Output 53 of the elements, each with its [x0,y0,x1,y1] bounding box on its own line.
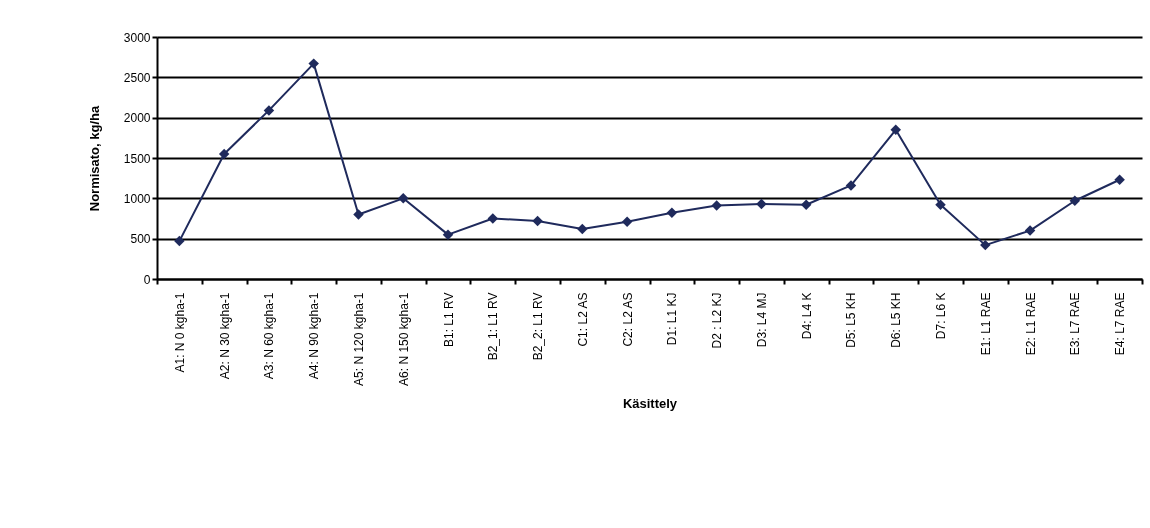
point [218,148,230,160]
x-tick-label: D2 : L2 KJ [710,292,725,349]
x-tick-label: B2_1: L1 RV [486,292,501,361]
x-tick-label: D3: L4 MJ [754,292,769,348]
y-tick-label: 1500 [123,151,151,166]
point [666,207,678,219]
y-tick-label: 3000 [123,30,151,45]
x-tick-label: D4: L4 K [799,292,814,340]
x-axis-title: Käsittely [622,395,678,411]
y-tick-label: 2000 [123,111,151,126]
point [263,105,275,116]
y-tick-label: 2500 [123,70,151,85]
y-tick-label: 0 [143,272,151,287]
point [308,58,319,69]
point [980,239,991,251]
x-tick-label: C2: L2 AS [620,292,635,347]
x-tick-label: D7: L6 K [934,292,949,340]
point [711,200,722,211]
x-tick-label: E1: L1 RAE [978,292,993,356]
x-tick-label: A4: N 90 kgha-1 [307,292,322,380]
point [442,229,454,240]
y-tick-label: 500 [130,232,151,247]
point [353,209,364,220]
point [621,216,633,227]
point [800,199,812,211]
x-tick-label: B2_2: L1 RV [531,292,546,361]
point [890,124,901,136]
point [935,199,946,211]
x-tick-label: E2: L1 RAE [1023,292,1038,356]
y-tick-label: 1000 [123,191,151,206]
x-tick-label: E4: L7 RAE [1113,292,1128,356]
x-tick-label: A5: N 120 kgha-1 [351,292,366,386]
x-tick-label: E3: L7 RAE [1068,292,1083,356]
point [577,223,588,235]
x-tick-label: A6: N 150 kgha-1 [396,292,411,386]
x-tick-label: A3: N 60 kgha-1 [262,292,277,380]
point [532,215,543,227]
x-tick-label: D1: L1 KJ [665,292,680,346]
x-tick-label: A1: N 0 kgha-1 [172,292,187,373]
x-tick-label: D6: L5 KH [889,292,904,348]
point [487,213,499,224]
x-tick-label: D5: L5 KH [844,292,859,348]
x-tick-label: A2: N 30 kgha-1 [217,292,232,380]
point [174,235,185,247]
x-tick-label: B1: L1 RV [441,292,456,347]
y-axis-title: Normisato, kg/ha [86,105,102,212]
point [1069,195,1081,206]
point [1114,174,1125,186]
point [756,198,767,210]
point [1024,225,1036,236]
point [845,180,857,191]
point [398,193,409,204]
x-tick-label: C1: L2 AS [575,292,590,347]
